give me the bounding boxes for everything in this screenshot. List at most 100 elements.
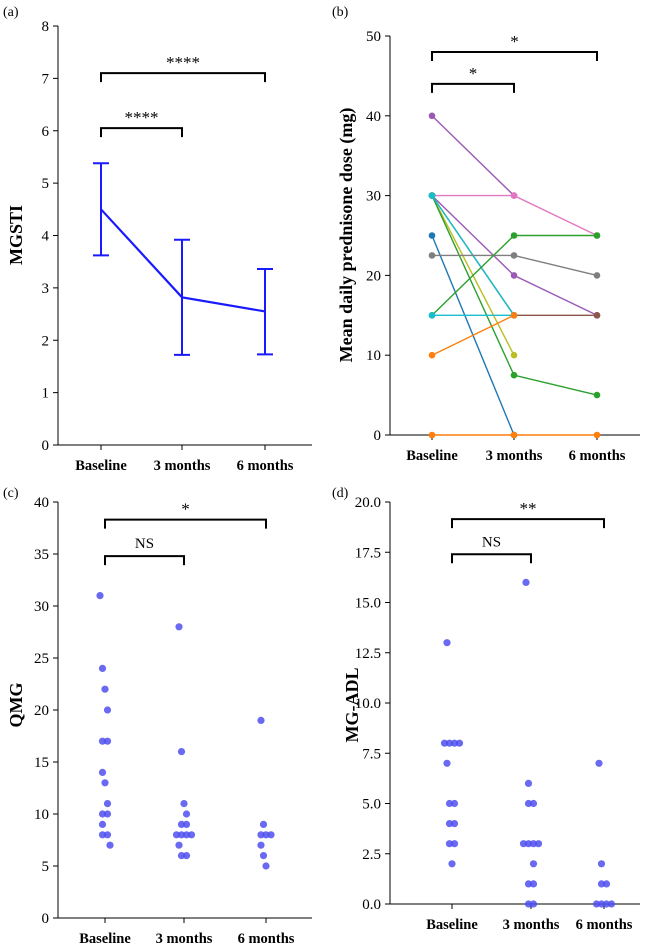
- panel-b-data-point: [428, 351, 436, 359]
- panel-c: (c) QMG 0 5 10 15 20 25 30 35 40 Baseline 3 months…: [3, 486, 312, 946]
- panel-c-y-tick-label: 20: [34, 703, 49, 719]
- panel-c-y-tick-label: 25: [34, 651, 49, 667]
- panel-a-significance-label: ****: [166, 53, 200, 72]
- panel-a-error-bar: [257, 268, 273, 356]
- panel-d-data-point: [445, 820, 454, 828]
- panel-d-data-point: [597, 880, 606, 888]
- panel-d-data-point: [524, 880, 533, 888]
- panel-c-x-tick-label: 3 months: [156, 931, 213, 946]
- panel-d-y-tick-label: 10.0: [355, 696, 381, 712]
- panel-d-data-point: [597, 860, 606, 868]
- panel-a-y-tick-label: 3: [42, 281, 50, 297]
- panel-d-data-point: [443, 639, 451, 647]
- panel-c-data-point: [98, 831, 107, 839]
- panel-d-y-tick-label: 2.5: [362, 847, 381, 863]
- panel-d-data-point: [529, 900, 538, 908]
- panel-d-data-point: [445, 840, 454, 848]
- panel-d-data-point: [440, 739, 449, 747]
- panel-b-series-line: [432, 194, 598, 237]
- panel-b-x-tick-label: 6 months: [569, 448, 626, 464]
- panel-d-data-point: [524, 779, 533, 788]
- panel-c-data-point: [98, 737, 107, 745]
- panel-c-data-point: [101, 779, 109, 787]
- panel-c-data-point: [98, 664, 107, 673]
- panel-c-data-point: [187, 831, 196, 839]
- panel-d-significance-bracket: [451, 518, 605, 529]
- panel-b-y-tick-label: 20: [366, 268, 381, 284]
- panel-b-significance-bracket: [431, 50, 598, 61]
- panel-b-data-point: [428, 312, 436, 319]
- panel-b-x-tick-label: Baseline: [406, 448, 458, 464]
- panel-a-label: (a): [3, 5, 19, 20]
- panel-c-y-tick-label: 40: [34, 495, 49, 511]
- panel-d-y-tick-label: 17.5: [355, 545, 381, 561]
- panel-c-data-point: [103, 737, 112, 745]
- panel-d-data-point: [445, 799, 454, 808]
- panel-b-data-point: [428, 252, 436, 259]
- panel-c-data-point: [98, 820, 107, 829]
- panel-a-y-tick-label: 8: [42, 19, 50, 35]
- panel-d-data-point: [455, 739, 464, 747]
- panel-b-series-line: [431, 314, 515, 356]
- panel-b-significance-label: *: [469, 64, 478, 83]
- panel-d-data-point: [602, 880, 611, 888]
- panel-c-data-point: [182, 810, 191, 818]
- panel-b-y-tick-label: 0: [374, 428, 382, 444]
- panel-d-data-point: [443, 759, 451, 767]
- panel-d-y-tick-label: 12.5: [355, 646, 381, 662]
- panel-d-label: (d): [332, 486, 349, 501]
- panel-d-data-point: [450, 739, 459, 747]
- panel-a-x-tick-label: Baseline: [75, 458, 127, 474]
- panel-d-data-point: [529, 880, 538, 888]
- panel-c-y-tick-label: 35: [34, 547, 49, 563]
- panel-b-data-point: [593, 272, 601, 279]
- panel-b-data-point: [510, 351, 518, 359]
- panel-a-y-tick-label: 5: [42, 176, 50, 192]
- panel-c-y-tick-label: 10: [34, 807, 49, 823]
- panel-d-data-point: [534, 840, 543, 848]
- panel-d-data-point: [607, 900, 616, 908]
- panel-d-data-point: [445, 739, 454, 747]
- panel-c-significance-label: *: [181, 500, 190, 519]
- panel-a-y-tick-label: 7: [42, 71, 50, 87]
- panel-b-y-tick-label: 30: [366, 189, 381, 205]
- panel-a-y-tick-label: 1: [42, 386, 50, 402]
- panel-b-data-point: [428, 431, 436, 439]
- panel-c-data-point: [96, 592, 104, 600]
- panel-d-data-point: [450, 820, 459, 828]
- panel-d-y-tick-label: 7.5: [362, 746, 381, 762]
- panel-a-significance-label: ****: [125, 108, 159, 127]
- panel-c-data-point: [267, 831, 275, 839]
- panel-a-y-tick-label: 2: [42, 333, 50, 349]
- panel-a-x-tick-label: 6 months: [237, 458, 294, 474]
- panel-a-significance-bracket: [100, 127, 183, 138]
- panel-b-x-tick-label: 3 months: [486, 448, 543, 464]
- panel-c-data-point: [106, 841, 114, 849]
- panel-d-data-point: [524, 799, 533, 808]
- panel-c-data-point: [180, 800, 188, 808]
- panel-b-data-point: [593, 312, 601, 319]
- panel-d-data-point: [602, 900, 611, 908]
- panel-d-data-point: [597, 900, 606, 908]
- panel-b-data-point: [428, 192, 436, 199]
- panel-b-series-line: [431, 115, 515, 197]
- panel-c-data-point: [177, 820, 186, 829]
- panel-b-data-point: [510, 252, 518, 259]
- panel-b-data-point: [510, 192, 518, 199]
- panel-c-label: (c): [3, 486, 19, 501]
- panel-c-data-point: [101, 685, 109, 693]
- panel-d-significance-label: **: [520, 499, 537, 518]
- panel-b-data-point: [510, 232, 518, 239]
- panel-d-data-point: [450, 799, 459, 808]
- panel-c-data-point: [103, 810, 112, 818]
- panel-b-y-tick-label: 40: [366, 109, 381, 125]
- panel-c-y-tick-label: 0: [42, 911, 50, 927]
- panel-c-data-point: [182, 820, 191, 829]
- panel-c-data-point: [257, 841, 265, 849]
- panel-c-significance-bracket: [104, 555, 185, 566]
- panel-d-data-point: [529, 840, 538, 848]
- panel-a-error-bar: [174, 238, 190, 356]
- panel-c-data-point: [182, 831, 191, 839]
- panel-b-data-point: [593, 391, 601, 399]
